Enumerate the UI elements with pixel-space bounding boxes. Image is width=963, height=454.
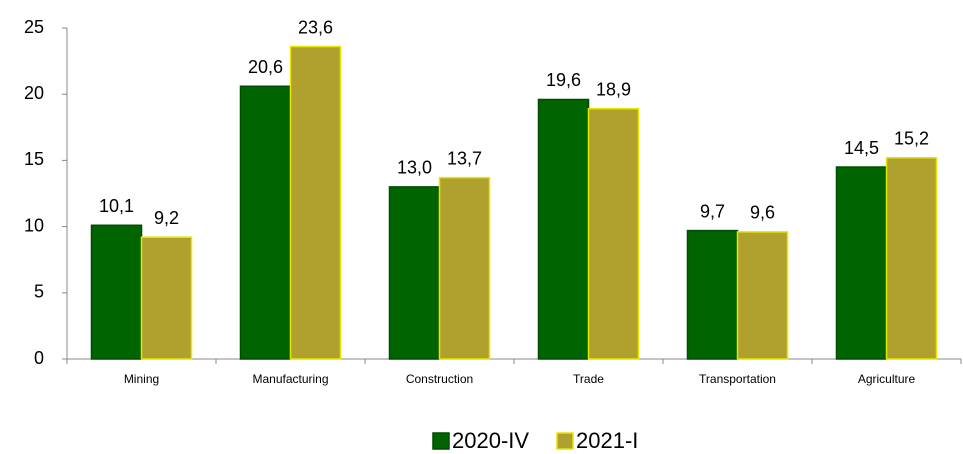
bar — [835, 166, 888, 360]
y-tick-label: 0 — [34, 348, 44, 368]
value-label: 23,6 — [298, 17, 333, 37]
bar — [537, 98, 590, 360]
value-label: 20,6 — [248, 57, 283, 77]
y-tick-label: 25 — [24, 17, 44, 37]
legend-swatch — [556, 432, 574, 450]
value-label: 14,5 — [844, 138, 879, 158]
bar — [388, 186, 441, 360]
legend-label: 2021-I — [576, 428, 638, 453]
value-label: 9,6 — [750, 203, 775, 223]
x-tick-label: Agriculture — [858, 372, 916, 386]
bar — [140, 236, 193, 360]
bar — [885, 157, 938, 360]
bar — [736, 231, 789, 360]
y-tick-label: 20 — [24, 83, 44, 103]
y-tick-label: 10 — [24, 215, 44, 235]
bar — [90, 224, 143, 360]
value-label: 13,0 — [397, 158, 432, 178]
y-tick-label: 5 — [34, 282, 44, 302]
value-label: 19,6 — [546, 70, 581, 90]
x-tick-label: Trade — [573, 372, 604, 386]
value-label: 9,2 — [154, 208, 179, 228]
value-label: 9,7 — [700, 201, 725, 221]
bar — [686, 229, 739, 360]
x-tick-label: Manufacturing — [252, 372, 328, 386]
legend-swatch — [432, 432, 450, 450]
bar — [239, 85, 292, 360]
value-label: 18,9 — [596, 80, 631, 100]
bar — [289, 45, 342, 360]
bar — [438, 176, 491, 360]
value-label: 13,7 — [447, 148, 482, 168]
x-tick-label: Mining — [124, 372, 159, 386]
x-tick-label: Transportation — [699, 372, 776, 386]
y-tick-label: 15 — [24, 149, 44, 169]
legend-label: 2020-IV — [452, 428, 529, 453]
bar — [587, 108, 640, 360]
value-label: 15,2 — [894, 129, 929, 149]
x-tick-label: Construction — [406, 372, 473, 386]
value-label: 10,1 — [99, 196, 134, 216]
